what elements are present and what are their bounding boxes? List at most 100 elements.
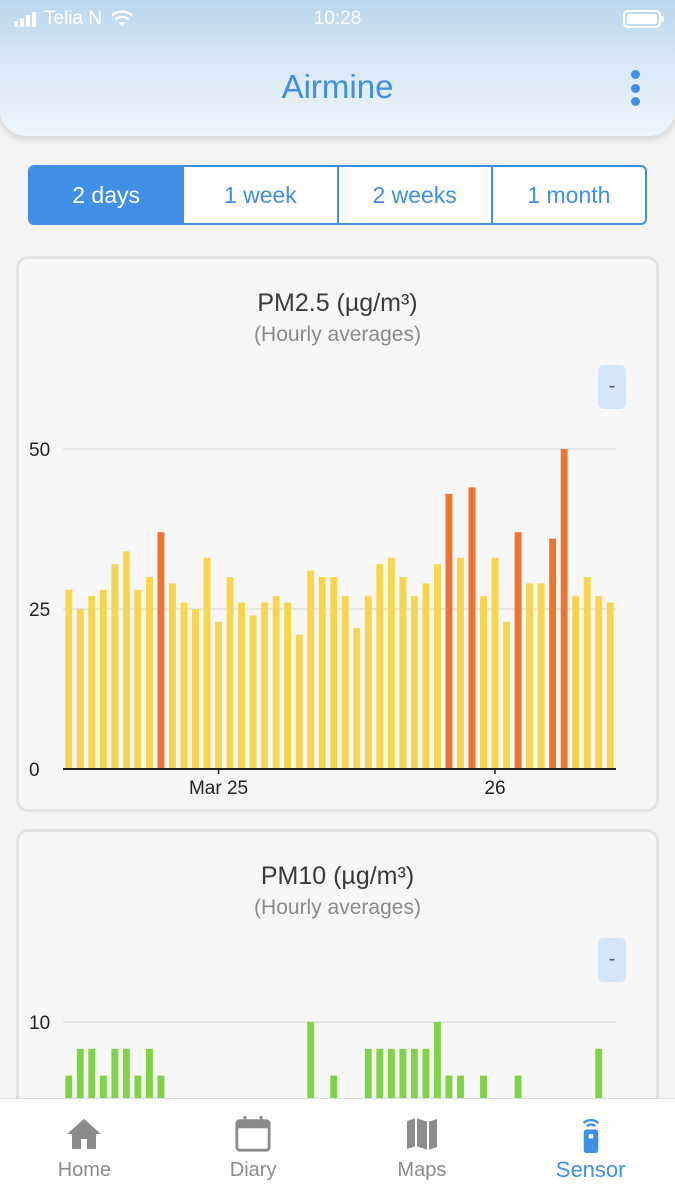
chart-bar	[387, 557, 395, 769]
range-tab-1-week[interactable]: 1 week	[182, 167, 336, 223]
pm10-card: 10 PM10 (µg/m³) (Hourly averages) -	[16, 829, 659, 1129]
range-tab-2-days[interactable]: 2 days	[30, 167, 183, 223]
pm25-title: PM2.5 (µg/m³)	[257, 289, 418, 317]
y-tick-label: 0	[29, 760, 40, 781]
chart-bar	[537, 583, 545, 769]
chart-bar	[491, 557, 499, 769]
range-tab-1-month[interactable]: 1 month	[490, 167, 645, 223]
tab-maps[interactable]: Maps	[338, 1099, 507, 1200]
x-tick-label: Mar 25	[189, 778, 248, 799]
y-tick-label: 10	[29, 1013, 50, 1034]
chart-bar	[422, 1048, 430, 1126]
chart-bar	[410, 1048, 418, 1126]
chart-bar	[226, 577, 234, 769]
chart-bar	[387, 1048, 395, 1126]
status-bar: Telia N 10:28	[0, 6, 675, 32]
tab-maps-label: Maps	[397, 1159, 447, 1181]
app-header: Telia N 10:28 Airmine	[0, 0, 675, 136]
chart-bar	[445, 493, 453, 769]
chart-bar	[145, 1048, 153, 1126]
map-icon	[406, 1118, 437, 1150]
chart-bar	[238, 602, 246, 769]
status-left: Telia N	[14, 8, 134, 30]
chart-bar	[583, 577, 591, 769]
chart-bar	[215, 621, 222, 769]
carrier-label: Telia N	[44, 8, 103, 29]
chart-bar	[88, 1048, 96, 1126]
chart-bar	[433, 1022, 441, 1126]
chart-bar	[307, 570, 315, 769]
app-title: Airmine	[281, 68, 394, 105]
chart-bar	[480, 596, 487, 769]
pm25-chart: 0 25 50 Mar 25 26	[29, 440, 616, 799]
sensor-icon	[582, 1118, 599, 1153]
chart-bar	[341, 596, 349, 769]
status-time: 10:28	[313, 8, 362, 29]
y-tick-label: 50	[29, 440, 50, 461]
chart-bar	[606, 602, 614, 769]
chart-bar	[433, 564, 441, 769]
chart-bar	[410, 596, 418, 769]
chart-bar	[376, 564, 384, 769]
chart-bar	[468, 487, 476, 769]
battery-icon	[623, 10, 664, 28]
chart-bar	[503, 621, 511, 769]
tab-diary-label: Diary	[229, 1159, 277, 1181]
time-range-selector: 2 days 1 week 2 weeks 1 month	[28, 165, 647, 225]
chart-bar	[330, 577, 338, 769]
pm10-collapse-button[interactable]: -	[598, 938, 626, 982]
chart-bar	[145, 577, 153, 769]
chart-bar	[457, 557, 464, 769]
chart-bar	[272, 596, 280, 769]
chart-bar	[353, 628, 361, 769]
chart-bar	[122, 551, 130, 769]
y-tick-label: 25	[29, 600, 50, 621]
chart-bar	[549, 538, 557, 769]
wifi-icon	[111, 10, 133, 26]
chart-bar	[399, 1048, 407, 1126]
pm10-subtitle: (Hourly averages)	[254, 896, 421, 919]
pm10-title: PM10 (µg/m³)	[260, 862, 415, 890]
pm25-subtitle: (Hourly averages)	[254, 323, 421, 346]
chart-bar	[376, 1048, 384, 1126]
chart-bar	[307, 1022, 315, 1126]
chart-bar	[99, 589, 107, 769]
chart-bar	[180, 602, 188, 769]
more-menu-icon[interactable]	[629, 70, 641, 106]
chart-bar	[572, 596, 580, 769]
signal-icon	[14, 11, 36, 27]
bottom-tab-bar: Home Diary Maps Sensor	[0, 1098, 675, 1200]
chart-bar	[76, 1048, 84, 1126]
tab-home[interactable]: Home	[0, 1099, 169, 1200]
chart-bar	[284, 602, 292, 769]
chart-bar	[249, 615, 257, 769]
pm25-collapse-button[interactable]: -	[598, 365, 626, 409]
chart-bar	[168, 583, 176, 769]
chart-bar	[364, 1048, 372, 1126]
chart-bar	[65, 589, 73, 769]
pm25-card: 0 25 50 Mar 25 26 PM2.5 (µg/m³) (Hourly aver…	[16, 256, 659, 812]
chart-bar	[111, 564, 119, 769]
tab-sensor[interactable]: Sensor	[506, 1099, 675, 1200]
chart-bar	[318, 577, 326, 769]
chart-bar	[364, 596, 372, 769]
range-tab-2-weeks[interactable]: 2 weeks	[336, 167, 491, 223]
chart-bar	[514, 532, 522, 769]
chart-bar	[122, 1048, 130, 1126]
home-icon	[67, 1119, 102, 1149]
tab-home-label: Home	[57, 1159, 112, 1181]
chart-bar	[261, 602, 269, 769]
chart-bar	[595, 1048, 603, 1126]
chart-bar	[295, 634, 303, 769]
chart-bar	[111, 1048, 119, 1126]
tab-sensor-label: Sensor	[555, 1157, 626, 1182]
chart-bar	[76, 609, 84, 769]
chart-bar	[192, 609, 199, 769]
chart-bar	[595, 596, 603, 769]
chart-bar	[134, 589, 142, 769]
chart-bar	[157, 532, 165, 769]
tab-diary[interactable]: Diary	[169, 1099, 338, 1200]
chart-bar	[203, 557, 211, 769]
chart-bar	[560, 449, 568, 769]
chart-bar	[526, 583, 534, 769]
